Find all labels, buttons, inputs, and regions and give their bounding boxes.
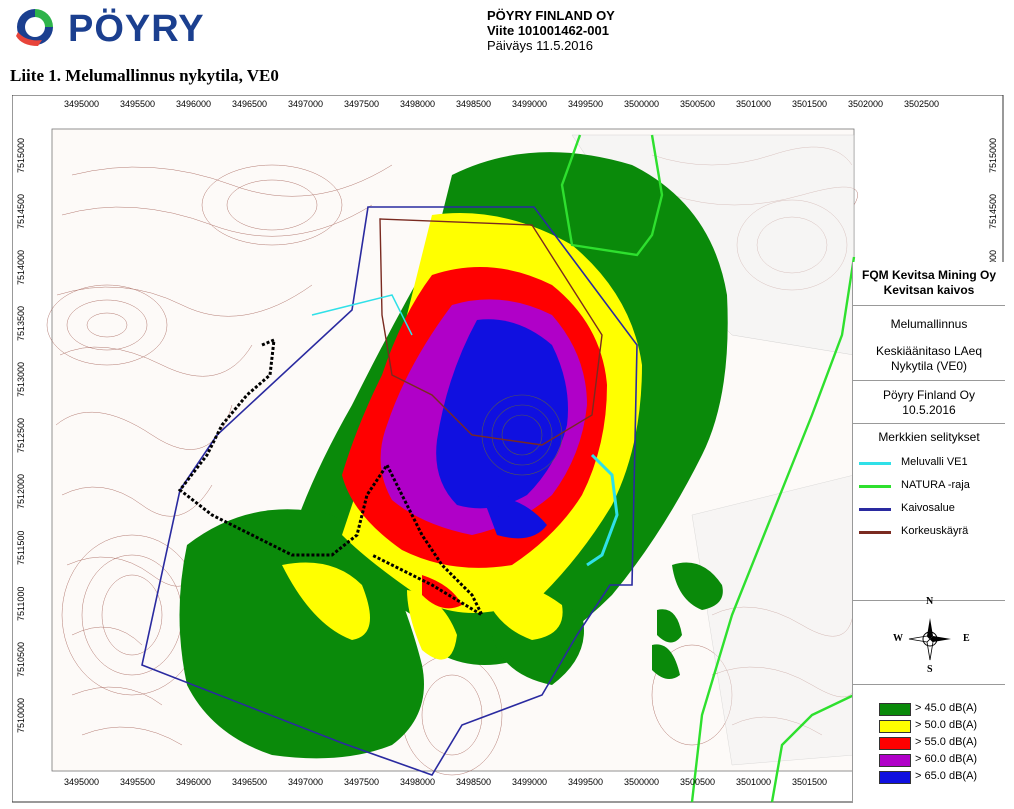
y-tick-left: 7512000: [16, 473, 26, 509]
meluvalli-line-2: [311, 294, 413, 336]
poyry-logo: PÖYRY: [12, 6, 222, 50]
x-tick-top: 3497000: [288, 99, 324, 109]
document-date: Päiväys 11.5.2016: [487, 38, 593, 53]
x-tick-top: 3502000: [848, 99, 884, 109]
x-tick-bottom: 3501000: [736, 777, 772, 787]
x-tick-top: 3500500: [680, 99, 716, 109]
x-tick-bottom: 3498500: [456, 777, 492, 787]
x-tick-top: 3499000: [512, 99, 548, 109]
y-tick-left: 7510000: [16, 697, 26, 733]
meluvalli-swatch: [859, 462, 891, 465]
x-tick-bottom: 3496500: [232, 777, 268, 787]
poyry-swirl-icon: [16, 9, 53, 46]
noise-zone-65: [436, 319, 568, 539]
y-tick-left: 7512500: [16, 417, 26, 453]
company-block: PÖYRY FINLAND OY Viite 101001462-001 Päi…: [487, 8, 615, 53]
legend-author-date: 10.5.2016: [902, 403, 956, 417]
legend-description-2: Nykytila (VE0): [890, 359, 967, 373]
legend-site: Kevitsan kaivos: [883, 283, 975, 297]
compass-s: S: [927, 664, 933, 675]
legend-symbols-title: Merkkien selitykset: [878, 430, 980, 444]
x-tick-top: 3502500: [904, 99, 940, 109]
x-tick-bottom: 3500000: [624, 777, 660, 787]
map-legend: FQM Kevitsa Mining Oy Kevitsan kaivos Me…: [852, 262, 1005, 803]
y-tick-left: 7514500: [16, 193, 26, 229]
x-tick-bottom: 3497500: [344, 777, 380, 787]
x-tick-top: 3495500: [120, 99, 156, 109]
x-tick-bottom: 3497000: [288, 777, 324, 787]
natura-swatch: [859, 485, 891, 488]
y-tick-left: 7511000: [16, 586, 26, 621]
x-tick-bottom: 3498000: [400, 777, 436, 787]
db50-swatch: [879, 720, 911, 733]
y-tick-left: 7514000: [16, 249, 26, 285]
noise-map: 3495000 3495500 3496000 3496500 3497000 …: [12, 95, 1004, 803]
legend-study-section: Melumallinnus Keskiäänitaso LAeq Nykytil…: [853, 307, 1005, 381]
x-tick-top: 3498000: [400, 99, 436, 109]
page-title: Liite 1. Melumallinnus nykytila, VE0: [10, 66, 279, 85]
x-tick-top: 3499500: [568, 99, 604, 109]
legend-client: FQM Kevitsa Mining Oy: [861, 268, 996, 282]
db60-swatch: [879, 754, 911, 767]
y-tick-left: 7513500: [16, 305, 26, 341]
meluvalli-line: [586, 453, 619, 567]
x-tick-top: 3501500: [792, 99, 828, 109]
legend-divider: [853, 684, 1005, 685]
y-tick-right: 7515000: [988, 137, 998, 173]
y-tick-left: 7515000: [16, 137, 26, 173]
compass-rose-icon: [908, 618, 951, 661]
korkeuskayra-line: [379, 218, 603, 446]
x-tick-top: 3497500: [344, 99, 380, 109]
y-tick-left: 7511500: [16, 530, 26, 565]
pit-circles: [481, 394, 563, 476]
x-tick-bottom: 3495500: [120, 777, 156, 787]
dashed-boundary: [177, 337, 486, 619]
legend-study: Melumallinnus: [890, 317, 968, 331]
map-canvas: [12, 95, 1004, 803]
legend-description-1: Keskiäänitaso LAeq: [875, 344, 983, 358]
x-tick-bottom: 3499500: [568, 777, 604, 787]
logo-wordmark: PÖYRY: [68, 8, 205, 50]
legend-author-section: Pöyry Finland Oy 10.5.2016: [853, 382, 1005, 424]
x-tick-bottom: 3500500: [680, 777, 716, 787]
y-tick-right: 7514500: [988, 193, 998, 229]
x-tick-top: 3496500: [232, 99, 268, 109]
reference-number: Viite 101001462-001: [487, 23, 609, 38]
x-tick-top: 3496000: [176, 99, 212, 109]
x-tick-bottom: 3495000: [64, 777, 100, 787]
y-tick-left: 7510500: [16, 641, 26, 677]
y-tick-left: 7513000: [16, 361, 26, 397]
db65-swatch: [879, 771, 911, 784]
legend-client-section: FQM Kevitsa Mining Oy Kevitsan kaivos: [853, 262, 1005, 306]
x-tick-top: 3498500: [456, 99, 492, 109]
compass-w: W: [893, 633, 903, 644]
document-header: PÖYRY PÖYRY FINLAND OY Viite 101001462-0…: [0, 0, 1014, 95]
compass-n: N: [926, 596, 934, 607]
legend-author: Pöyry Finland Oy: [882, 388, 976, 402]
x-tick-top: 3495000: [64, 99, 100, 109]
kaivosalue-swatch: [859, 508, 891, 511]
legend-divider: [853, 600, 1005, 601]
company-name: PÖYRY FINLAND OY: [487, 8, 615, 23]
db55-swatch: [879, 737, 911, 750]
db45-swatch: [879, 703, 911, 716]
x-tick-top: 3500000: [624, 99, 660, 109]
natura-raja: [560, 134, 856, 803]
north-arrow: N S W E: [893, 596, 970, 675]
compass-e: E: [963, 633, 970, 644]
x-tick-bottom: 3496000: [176, 777, 212, 787]
x-tick-bottom: 3501500: [792, 777, 828, 787]
x-tick-bottom: 3499000: [512, 777, 548, 787]
x-tick-top: 3501000: [736, 99, 772, 109]
kaivosalue-boundary: [141, 206, 638, 776]
korkeuskayra-swatch: [859, 531, 891, 534]
